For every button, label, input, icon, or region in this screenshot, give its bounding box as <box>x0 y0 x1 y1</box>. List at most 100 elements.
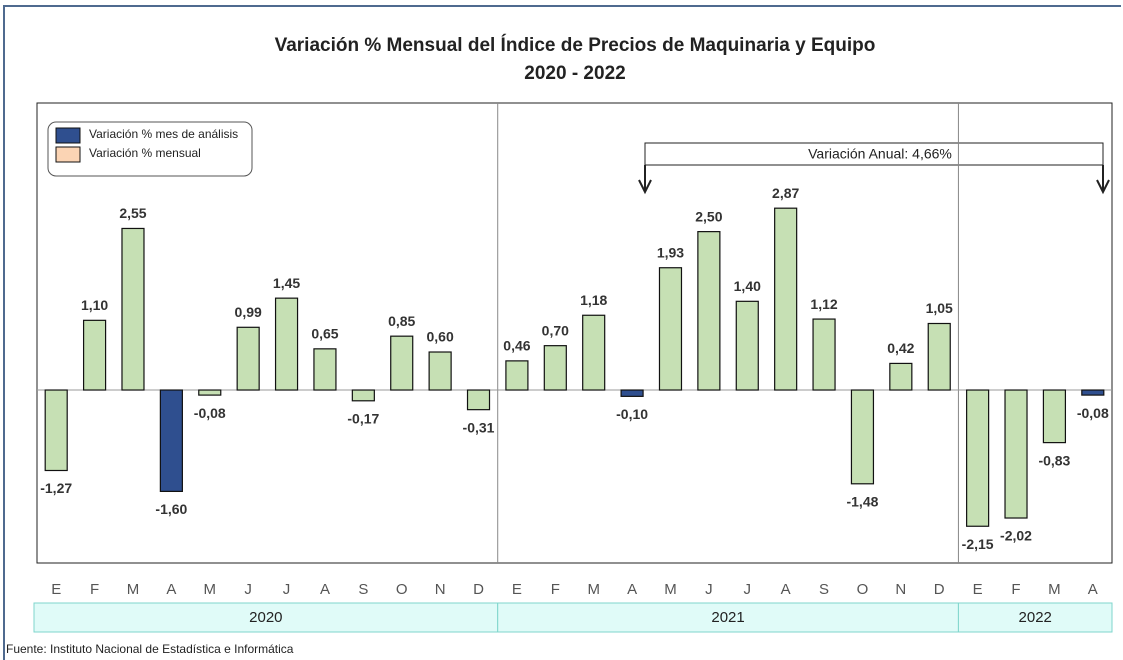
x-tick-label: D <box>473 581 484 598</box>
value-label: -2,15 <box>962 536 994 552</box>
value-label: -1,27 <box>40 480 72 496</box>
x-tick-label: J <box>244 581 252 598</box>
bar <box>1081 389 1105 396</box>
bar <box>351 389 375 402</box>
value-label: 0,65 <box>311 326 338 342</box>
bar <box>966 389 990 527</box>
value-label: -0,17 <box>347 410 379 426</box>
x-tick-label: E <box>973 581 983 598</box>
annotation: Variación Anual: 4,66% <box>808 146 952 162</box>
x-tick-label: J <box>283 581 291 598</box>
bar <box>735 300 759 391</box>
x-tick-label: D <box>934 581 945 598</box>
value-label: 0,60 <box>427 329 454 345</box>
bar <box>1042 389 1067 444</box>
annotation-box <box>644 142 1104 166</box>
value-label: -0,31 <box>463 419 495 435</box>
x-tick-label: M <box>204 581 217 598</box>
x-tick-label: S <box>358 581 368 598</box>
year-band <box>497 602 959 633</box>
frame <box>3 5 1121 660</box>
value-label: 0,85 <box>388 313 415 329</box>
value-label: 0,99 <box>235 304 262 320</box>
x-tick-label: O <box>857 581 869 598</box>
value-label: 1,93 <box>657 244 684 260</box>
x-tick-label: A <box>320 581 330 598</box>
x-tick-label: J <box>744 581 752 598</box>
x-tick-label: N <box>435 581 446 598</box>
value-label: -0,83 <box>1038 452 1070 468</box>
value-label: 2,50 <box>695 208 722 224</box>
value-label: 1,12 <box>810 296 837 312</box>
x-tick-label: M <box>1048 581 1061 598</box>
bar <box>543 345 567 391</box>
bar <box>889 362 913 391</box>
bar <box>658 267 683 391</box>
x-tick-label: A <box>781 581 791 598</box>
bar <box>198 389 222 396</box>
x-tick-label: O <box>396 581 408 598</box>
bar <box>159 389 183 493</box>
x-tick-label: J <box>705 581 713 598</box>
value-label: 1,18 <box>580 292 607 308</box>
x-tick-label: E <box>512 581 522 598</box>
bar <box>236 326 260 391</box>
year-label: 2020 <box>249 609 282 626</box>
bar <box>274 297 299 391</box>
legend <box>47 121 253 177</box>
bar <box>428 351 452 391</box>
year-band <box>957 602 1113 633</box>
bar <box>620 389 644 397</box>
bar <box>82 319 107 391</box>
value-label: 0,42 <box>887 340 914 356</box>
legend-label: Variación % mes de análisis <box>89 127 238 141</box>
value-label: -1,60 <box>155 501 187 517</box>
x-tick-label: N <box>895 581 906 598</box>
x-tick-label: A <box>166 581 176 598</box>
bar <box>44 389 68 472</box>
value-label: -2,02 <box>1000 528 1032 544</box>
value-label: 1,40 <box>734 278 761 294</box>
bar <box>812 318 836 391</box>
year-band <box>33 602 499 633</box>
x-tick-label: A <box>627 581 637 598</box>
bar <box>774 207 798 391</box>
x-tick-label: M <box>587 581 600 598</box>
x-tick-label: M <box>127 581 140 598</box>
bar <box>582 314 606 391</box>
value-label: 2,55 <box>119 205 146 221</box>
value-label: -0,08 <box>194 405 226 421</box>
value-label: 1,10 <box>81 297 108 313</box>
bar <box>390 335 414 391</box>
bar <box>313 348 337 391</box>
annotation-arrows <box>638 165 1110 195</box>
plot-area <box>36 102 1113 564</box>
year-label: 2021 <box>711 609 744 626</box>
x-tick-label: F <box>1011 581 1020 598</box>
bar <box>1004 389 1028 519</box>
x-tick-label: S <box>819 581 829 598</box>
value-label: -1,48 <box>846 494 878 510</box>
x-tick-label: F <box>90 581 99 598</box>
legend-swatch <box>55 127 81 144</box>
bar <box>850 389 875 485</box>
x-tick-label: F <box>551 581 560 598</box>
value-label: 1,05 <box>926 300 953 316</box>
source: Fuente: Instituto Nacional de Estadístic… <box>6 642 294 656</box>
value-label: 0,70 <box>542 322 569 338</box>
x-tick-label: A <box>1088 581 1098 598</box>
value-label: 0,46 <box>503 338 530 354</box>
bar <box>505 360 529 391</box>
bar <box>466 389 491 411</box>
bar <box>121 227 145 391</box>
value-label: -0,08 <box>1077 405 1109 421</box>
legend-label: Variación % mensual <box>89 146 201 160</box>
chart-title: Variación % Mensual del Índice de Precio… <box>275 34 876 56</box>
x-tick-label: M <box>664 581 677 598</box>
x-tick-label: E <box>51 581 61 598</box>
bar <box>697 231 721 391</box>
value-label: 1,45 <box>273 275 300 291</box>
year-label: 2022 <box>1019 609 1052 626</box>
bar <box>927 322 951 391</box>
